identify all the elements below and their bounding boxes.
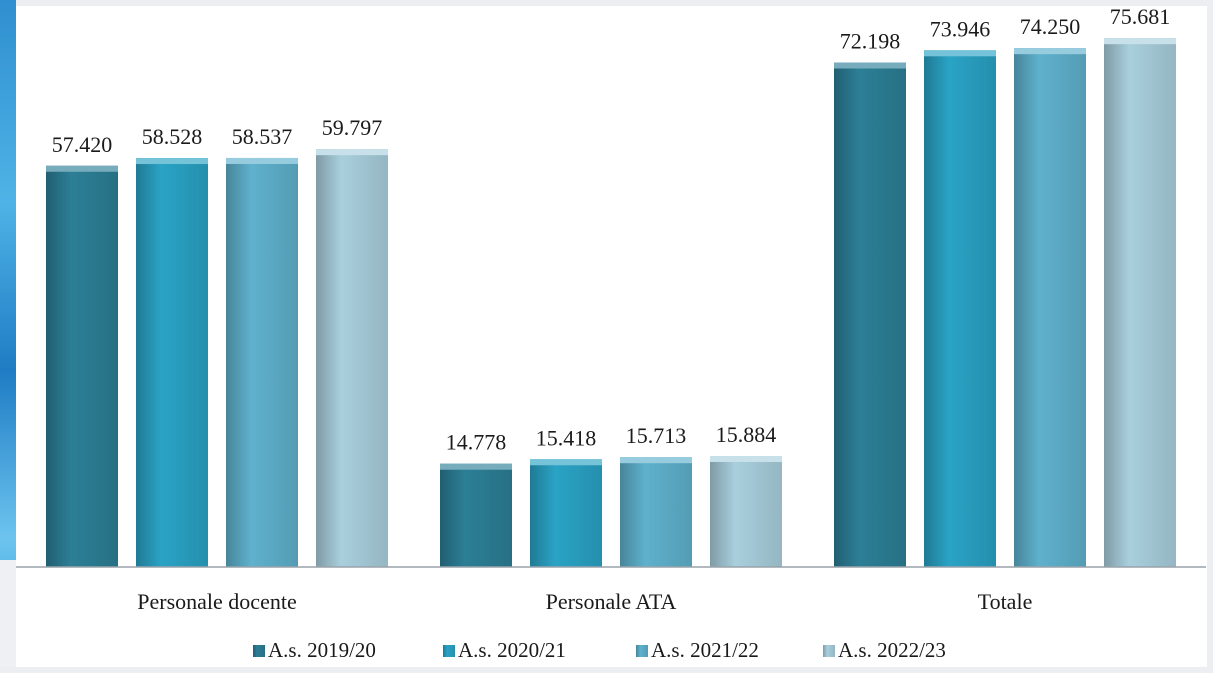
bar-top-2-1 — [924, 50, 996, 57]
left-strip-lower — [0, 560, 16, 673]
bar-1-2 — [620, 457, 692, 567]
bar-top-1-2 — [620, 457, 692, 464]
bar-0-0 — [46, 165, 118, 567]
bar-1-0 — [440, 463, 512, 567]
bar-top-0-0 — [46, 165, 118, 172]
bar-top-1-0 — [440, 463, 512, 470]
category-label-1: Personale ATA — [546, 589, 677, 614]
bar-1-3 — [710, 456, 782, 567]
value-label-1-0: 14.778 — [446, 430, 507, 455]
legend-label-3: A.s. 2022/23 — [838, 638, 946, 662]
bar-top-0-2 — [226, 157, 298, 164]
bar-top-2-3 — [1104, 38, 1176, 45]
legend-label-2: A.s. 2021/22 — [651, 638, 759, 662]
bar-0-3 — [316, 149, 388, 567]
legend-swatch-3 — [823, 645, 835, 657]
legend-swatch-1 — [443, 645, 455, 657]
bar-top-2-0 — [834, 62, 906, 69]
value-label-2-3: 75.681 — [1110, 4, 1171, 29]
value-labels-layer: 57.420 58.528 58.537 59.797 14.778 15.418 15.7… — [52, 4, 1171, 455]
bar-2-2 — [1014, 48, 1086, 568]
legend: A.s. 2019/20 A.s. 2020/21 A.s. 2021/22 A.s.… — [253, 638, 946, 662]
frame-right-border — [1207, 0, 1213, 673]
frame-top-border — [0, 0, 1213, 6]
bar-top-1-3 — [710, 456, 782, 463]
bar-1-1 — [530, 459, 602, 567]
bar-2-1 — [924, 50, 996, 568]
legend-swatch-0 — [253, 645, 265, 657]
legend-swatch-2 — [636, 645, 648, 657]
value-label-0-2: 58.537 — [232, 124, 293, 149]
value-label-0-1: 58.528 — [142, 124, 203, 149]
value-label-0-3: 59.797 — [322, 115, 383, 140]
value-label-2-1: 73.946 — [930, 16, 991, 41]
bar-top-0-3 — [316, 149, 388, 156]
bar-2-0 — [834, 62, 906, 567]
value-label-2-2: 74.250 — [1020, 14, 1081, 39]
legend-label-0: A.s. 2019/20 — [268, 638, 376, 662]
frame-bottom-border — [0, 667, 1213, 673]
value-label-1-1: 15.418 — [536, 425, 597, 450]
bars-layer — [46, 38, 1176, 568]
category-labels-layer: Personale docente Personale ATA Totale — [137, 589, 1032, 614]
bar-0-2 — [226, 157, 298, 567]
category-label-0: Personale docente — [137, 589, 296, 614]
value-label-1-3: 15.884 — [716, 422, 777, 447]
bar-2-3 — [1104, 38, 1176, 567]
category-label-2: Totale — [978, 589, 1033, 614]
legend-label-1: A.s. 2020/21 — [458, 638, 566, 662]
value-label-0-0: 57.420 — [52, 132, 113, 157]
value-label-2-0: 72.198 — [840, 29, 901, 54]
bar-top-0-1 — [136, 158, 208, 165]
left-decorative-strip — [0, 0, 16, 673]
bar-top-1-1 — [530, 459, 602, 466]
bar-top-2-2 — [1014, 48, 1086, 55]
bar-0-1 — [136, 158, 208, 568]
value-label-1-2: 15.713 — [626, 423, 687, 448]
